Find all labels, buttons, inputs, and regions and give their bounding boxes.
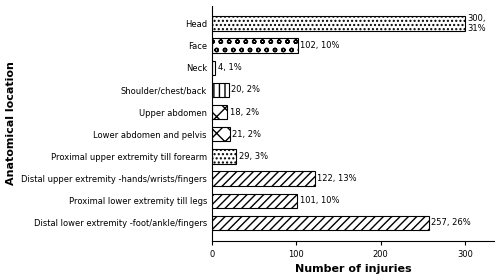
Bar [212,216,428,230]
Text: 29, 3%: 29, 3% [239,152,268,161]
Bar [212,127,230,141]
Text: 102, 10%: 102, 10% [300,41,340,50]
X-axis label: Number of injuries: Number of injuries [295,264,412,274]
Text: 257, 26%: 257, 26% [431,218,471,227]
Text: 20, 2%: 20, 2% [231,85,260,94]
Text: 4, 1%: 4, 1% [218,63,242,72]
Text: 122, 13%: 122, 13% [318,174,357,183]
Text: 18, 2%: 18, 2% [230,108,258,117]
Bar [212,105,227,119]
Bar [212,193,297,208]
Text: 300,
31%: 300, 31% [468,14,486,33]
Bar [212,149,236,164]
Bar [212,16,465,31]
Bar [212,83,228,97]
Bar [212,171,315,186]
Text: 101, 10%: 101, 10% [300,196,339,205]
Text: 21, 2%: 21, 2% [232,130,261,139]
Bar [212,38,298,53]
Y-axis label: Anatomical location: Anatomical location [6,61,16,185]
Bar [212,60,215,75]
